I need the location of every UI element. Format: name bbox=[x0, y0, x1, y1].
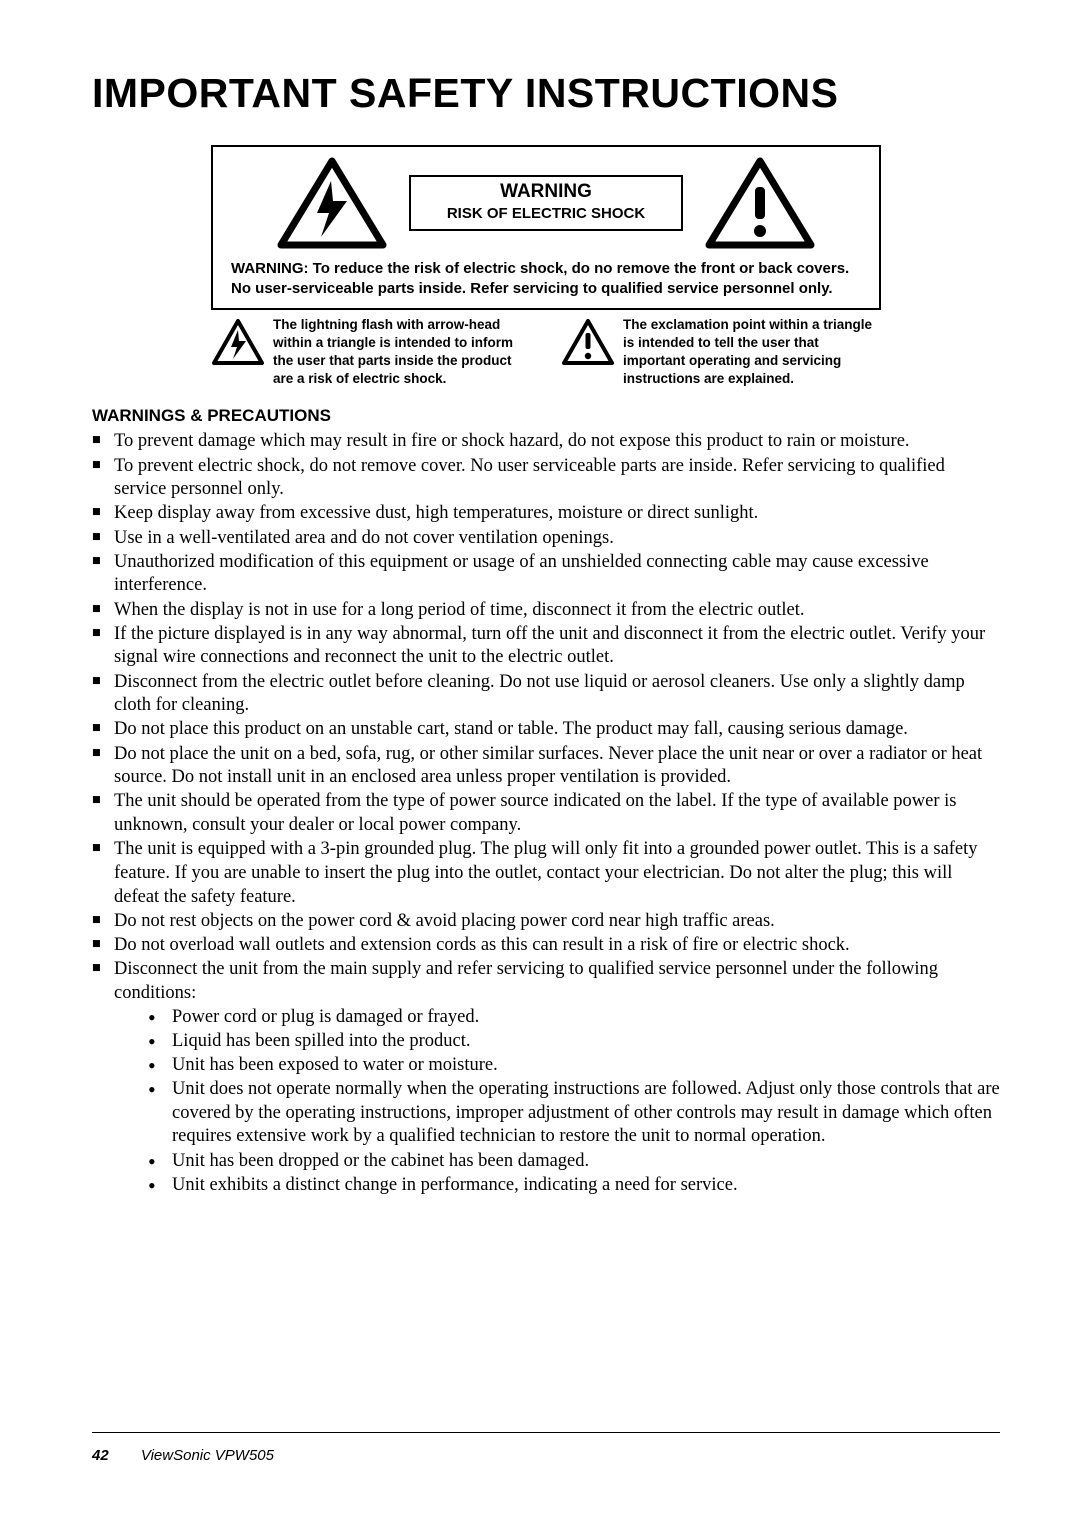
exclamation-triangle-icon bbox=[705, 157, 815, 249]
exclamation-triangle-icon bbox=[561, 318, 615, 366]
footer-rule bbox=[92, 1432, 1000, 1433]
list-item: Keep display away from excessive dust, h… bbox=[92, 502, 1000, 526]
list-item: To prevent electric shock, do not remove… bbox=[92, 455, 1000, 502]
list-item: Disconnect the unit from the main supply… bbox=[92, 958, 1000, 1197]
list-item: The unit should be operated from the typ… bbox=[92, 790, 1000, 837]
list-item: Do not place the unit on a bed, sofa, ru… bbox=[92, 743, 1000, 790]
footer-text: 42 ViewSonic VPW505 bbox=[92, 1447, 1000, 1464]
warning-subheading: RISK OF ELECTRIC SHOCK bbox=[421, 205, 671, 223]
list-item: The unit is equipped with a 3-pin ground… bbox=[92, 838, 1000, 909]
lightning-triangle-icon bbox=[277, 157, 387, 249]
sub-list-item: Liquid has been spilled into the product… bbox=[148, 1030, 1000, 1054]
sub-list-item: Unit has been exposed to water or moistu… bbox=[148, 1054, 1000, 1078]
list-item: Do not overload wall outlets and extensi… bbox=[92, 934, 1000, 958]
precautions-list: To prevent damage which may result in fi… bbox=[92, 430, 1000, 1197]
legend-right: The exclamation point within a triangle … bbox=[561, 316, 881, 389]
warning-top-row: WARNING RISK OF ELECTRIC SHOCK bbox=[231, 157, 861, 249]
page: IMPORTANT SAFETY INSTRUCTIONS WARNING RI… bbox=[0, 0, 1080, 1528]
list-item: If the picture displayed is in any way a… bbox=[92, 623, 1000, 670]
list-item: When the display is not in use for a lon… bbox=[92, 599, 1000, 623]
icon-legend-row: The lightning flash with arrow-head with… bbox=[211, 316, 881, 389]
warning-box: WARNING RISK OF ELECTRIC SHOCK WARNING: … bbox=[211, 145, 881, 310]
list-item: To prevent damage which may result in fi… bbox=[92, 430, 1000, 454]
section-heading: WARNINGS & PRECAUTIONS bbox=[92, 406, 1000, 426]
legend-left-text: The lightning flash with arrow-head with… bbox=[273, 316, 531, 389]
sub-list-item: Unit does not operate normally when the … bbox=[148, 1078, 1000, 1149]
lightning-triangle-icon bbox=[211, 318, 265, 366]
product-name: ViewSonic VPW505 bbox=[141, 1447, 274, 1464]
sub-list-item: Power cord or plug is damaged or frayed. bbox=[148, 1006, 1000, 1030]
list-item: Disconnect from the electric outlet befo… bbox=[92, 671, 1000, 718]
legend-right-text: The exclamation point within a triangle … bbox=[623, 316, 881, 389]
page-footer: 42 ViewSonic VPW505 bbox=[92, 1432, 1000, 1464]
list-item: Unauthorized modification of this equipm… bbox=[92, 551, 1000, 598]
sub-list: Power cord or plug is damaged or frayed.… bbox=[114, 1006, 1000, 1198]
legend-left: The lightning flash with arrow-head with… bbox=[211, 316, 531, 389]
page-number: 42 bbox=[92, 1447, 109, 1464]
list-item-text: Disconnect the unit from the main supply… bbox=[114, 959, 938, 1003]
sub-list-item: Unit has been dropped or the cabinet has… bbox=[148, 1150, 1000, 1174]
list-item: Use in a well-ventilated area and do not… bbox=[92, 527, 1000, 551]
warning-body-text: WARNING: To reduce the risk of electric … bbox=[231, 259, 861, 300]
sub-list-item: Unit exhibits a distinct change in perfo… bbox=[148, 1174, 1000, 1198]
warning-center-box: WARNING RISK OF ELECTRIC SHOCK bbox=[409, 175, 683, 231]
warning-heading: WARNING bbox=[421, 181, 671, 203]
list-item: Do not place this product on an unstable… bbox=[92, 718, 1000, 742]
page-title: IMPORTANT SAFETY INSTRUCTIONS bbox=[92, 70, 1000, 117]
list-item: Do not rest objects on the power cord & … bbox=[92, 910, 1000, 934]
